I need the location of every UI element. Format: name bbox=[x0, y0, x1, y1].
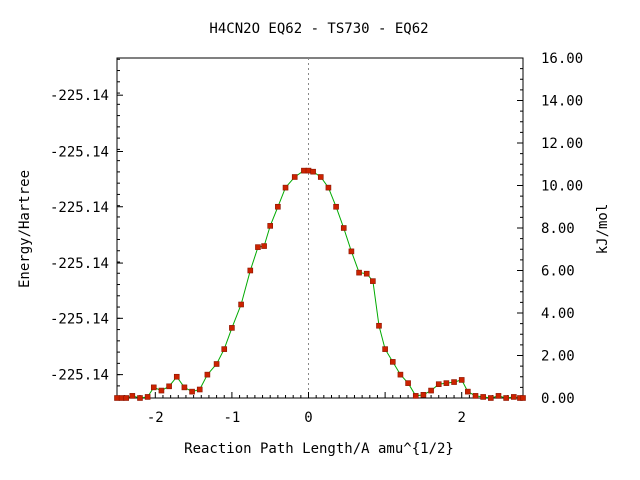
data-point bbox=[363, 270, 370, 277]
x-tick-label: -1 bbox=[223, 410, 240, 426]
data-point bbox=[340, 225, 347, 231]
left-tick-label: -225.14 bbox=[50, 368, 109, 384]
data-point bbox=[356, 269, 362, 276]
data-point bbox=[480, 394, 486, 400]
data-point bbox=[123, 395, 129, 401]
data-point bbox=[428, 387, 434, 394]
chart-title: H4CN2O EQ62 - TS730 - EQ62 bbox=[209, 21, 428, 37]
data-point bbox=[118, 395, 125, 401]
data-point bbox=[189, 388, 195, 395]
data-point bbox=[282, 184, 289, 191]
data-point bbox=[333, 203, 339, 210]
data-point bbox=[503, 395, 509, 401]
data-point bbox=[370, 278, 376, 284]
left-tick-label: -225.14 bbox=[50, 145, 109, 161]
data-point bbox=[255, 244, 261, 250]
data-point bbox=[150, 384, 157, 391]
data-point bbox=[213, 361, 220, 367]
data-point bbox=[305, 167, 312, 174]
plot-frame bbox=[116, 57, 524, 399]
data-point bbox=[348, 248, 355, 255]
data-point bbox=[397, 371, 404, 378]
data-point bbox=[310, 168, 316, 175]
left-tick-label: -225.14 bbox=[50, 256, 109, 272]
data-point bbox=[173, 373, 180, 380]
right-tick-label: 12.00 bbox=[541, 136, 583, 152]
data-point bbox=[229, 325, 235, 331]
data-point bbox=[317, 174, 324, 180]
right-tick-label: 10.00 bbox=[541, 179, 583, 195]
right-tick-label: 0.00 bbox=[541, 391, 575, 407]
data-point bbox=[196, 386, 203, 393]
data-point bbox=[443, 380, 450, 386]
left-tick-label: -225.14 bbox=[50, 88, 109, 104]
left-tick-label: -225.14 bbox=[50, 200, 109, 216]
data-point bbox=[325, 184, 332, 191]
series-line bbox=[117, 170, 523, 399]
right-tick-label: 8.00 bbox=[541, 221, 575, 237]
data-point bbox=[267, 223, 274, 229]
data-point bbox=[261, 243, 267, 249]
data-point bbox=[376, 322, 382, 329]
data-point bbox=[144, 394, 151, 400]
data-point bbox=[137, 395, 143, 401]
y-axis-label-left: Energy/Hartree bbox=[17, 170, 33, 288]
data-point bbox=[166, 383, 172, 390]
data-point bbox=[275, 203, 281, 210]
data-point bbox=[488, 395, 494, 401]
data-point bbox=[412, 393, 419, 399]
right-tick-label: 14.00 bbox=[541, 94, 583, 110]
data-point bbox=[495, 393, 502, 399]
x-axis-label: Reaction Path Length/A amu^{1/2} bbox=[184, 441, 454, 457]
data-point bbox=[520, 395, 526, 401]
right-tick-label: 16.00 bbox=[541, 51, 583, 67]
data-point bbox=[114, 395, 120, 401]
data-point bbox=[291, 174, 298, 180]
data-point bbox=[451, 379, 457, 385]
data-point bbox=[389, 359, 396, 365]
x-tick-label: 0 bbox=[304, 410, 312, 426]
data-point bbox=[472, 393, 479, 399]
data-point bbox=[511, 394, 517, 400]
right-tick-label: 6.00 bbox=[541, 264, 575, 280]
data-point bbox=[458, 377, 465, 383]
data-point bbox=[238, 301, 244, 308]
x-tick-label: 2 bbox=[457, 410, 465, 426]
x-tick-label: -2 bbox=[147, 410, 164, 426]
data-point bbox=[420, 392, 427, 398]
right-tick-label: 2.00 bbox=[541, 349, 575, 365]
right-tick-label: 4.00 bbox=[541, 306, 575, 322]
data-point bbox=[382, 346, 388, 352]
data-point bbox=[181, 384, 188, 391]
left-tick-label: -225.14 bbox=[50, 311, 109, 327]
y-axis-label-right: kJ/mol bbox=[595, 204, 611, 255]
data-point bbox=[129, 393, 136, 399]
data-point bbox=[204, 371, 211, 378]
data-point bbox=[221, 346, 228, 352]
data-point bbox=[158, 387, 165, 394]
data-point bbox=[247, 267, 254, 274]
data-point bbox=[405, 380, 411, 386]
data-point bbox=[465, 388, 471, 395]
data-point bbox=[435, 381, 442, 387]
data-point bbox=[301, 167, 307, 174]
